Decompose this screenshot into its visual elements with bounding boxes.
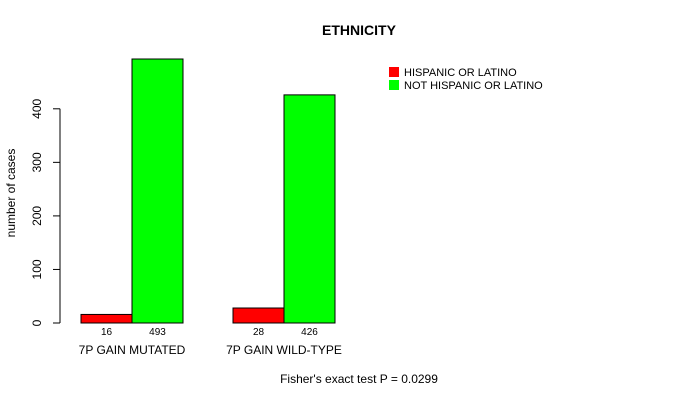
y-axis: 0 100 200 300 400 <box>30 98 61 326</box>
bar-value-label: 426 <box>301 327 318 338</box>
bar-value-label: 16 <box>101 327 113 338</box>
legend-swatch <box>389 80 399 90</box>
bar <box>80 313 133 324</box>
bar-value-label: 28 <box>253 327 265 338</box>
legend-label: NOT HISPANIC OR LATINO <box>404 80 543 92</box>
chart-title: ETHNICITY <box>322 22 397 38</box>
bar-value-label: 493 <box>149 327 166 338</box>
bar <box>131 58 184 324</box>
y-axis-label: number of cases <box>4 149 18 238</box>
y-tick-label: 100 <box>30 259 44 279</box>
y-tick-label: 400 <box>30 98 44 118</box>
data-labels: 16 493 28 426 <box>101 327 318 338</box>
category-label: 7P GAIN WILD-TYPE <box>226 343 342 357</box>
bar <box>232 307 285 324</box>
y-tick-label: 200 <box>30 206 44 226</box>
legend-swatch <box>389 67 399 77</box>
footer-note: Fisher's exact test P = 0.0299 <box>280 372 438 386</box>
category-labels: 7P GAIN MUTATED 7P GAIN WILD-TYPE <box>79 343 342 357</box>
bars <box>80 58 336 324</box>
bar <box>283 94 336 324</box>
legend-label: HISPANIC OR LATINO <box>404 67 517 79</box>
category-label: 7P GAIN MUTATED <box>79 343 186 357</box>
y-tick-label: 0 <box>30 319 44 326</box>
y-tick-label: 300 <box>30 152 44 172</box>
